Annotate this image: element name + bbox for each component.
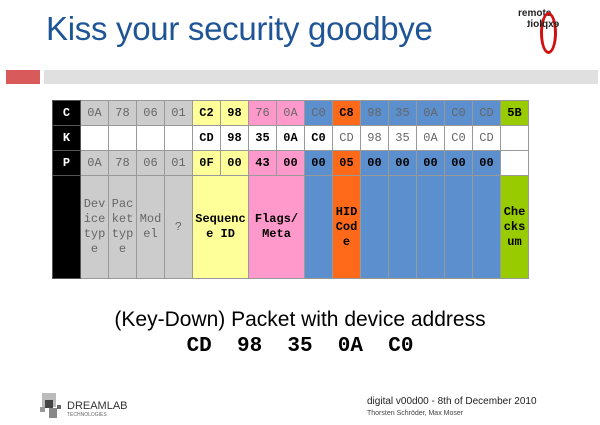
byte-cell: 98 <box>220 100 249 126</box>
byte-cell <box>80 125 109 151</box>
byte-cell <box>108 125 137 151</box>
byte-cell: 35 <box>248 125 277 151</box>
byte-cell: 0F <box>192 150 221 176</box>
byte-cell: C0 <box>444 125 473 151</box>
byte-cell: CD <box>332 125 361 151</box>
field-label <box>304 175 333 279</box>
packet-row-p: P 0A 78 06 01 0F 00 43 00 00 05 00 00 00 00 00 <box>52 150 529 176</box>
byte-cell: 05 <box>332 150 361 176</box>
byte-cell: C0 <box>304 125 333 151</box>
byte-cell: 00 <box>444 150 473 176</box>
byte-cell: 0A <box>80 150 109 176</box>
byte-cell: 0A <box>276 125 305 151</box>
byte-cell: 01 <box>164 150 193 176</box>
byte-cell: 0A <box>416 100 445 126</box>
byte-cell: 00 <box>304 150 333 176</box>
byte-cell: 98 <box>360 125 389 151</box>
company-name: DREAMLAB <box>67 400 128 412</box>
byte-cell: 43 <box>248 150 277 176</box>
byte-cell: 78 <box>108 150 137 176</box>
byte-cell: 00 <box>220 150 249 176</box>
row-label: C <box>52 100 81 126</box>
byte-cell: 00 <box>360 150 389 176</box>
logo-text-bottom: exploit <box>527 19 560 30</box>
dreamlab-logo-icon <box>40 393 61 418</box>
byte-cell <box>136 125 165 151</box>
logo-ring-icon <box>540 12 557 54</box>
byte-cell: C8 <box>332 100 361 126</box>
byte-cell <box>164 125 193 151</box>
authors: Thorsten Schröder, Max Moser <box>367 410 464 417</box>
byte-cell: 00 <box>388 150 417 176</box>
byte-cell: 00 <box>472 150 501 176</box>
field-label <box>472 175 501 279</box>
field-label <box>444 175 473 279</box>
byte-cell: 06 <box>136 150 165 176</box>
field-label: Checksum <box>500 175 529 279</box>
logo-text-top: remote <box>518 8 552 19</box>
header-divider-bar <box>44 70 598 84</box>
event-info: digital v00d00 - 8th of December 2010 <box>367 396 537 407</box>
byte-cell: 00 <box>276 150 305 176</box>
byte-cell: 76 <box>248 100 277 126</box>
byte-cell <box>500 150 529 176</box>
header-accent-bar <box>6 70 40 84</box>
row-label <box>52 175 81 279</box>
packet-row-c: C 0A 78 06 01 C2 98 76 0A C0 C8 98 35 0A C0 CD 5B <box>52 100 529 126</box>
byte-cell: C0 <box>304 100 333 126</box>
field-label <box>360 175 389 279</box>
field-label: Flags/ Meta <box>248 175 305 279</box>
remote-exploit-logo: remote exploit <box>513 6 583 58</box>
byte-cell: 98 <box>360 100 389 126</box>
byte-cell: C0 <box>444 100 473 126</box>
byte-cell: 00 <box>416 150 445 176</box>
field-label: Device type <box>80 175 109 279</box>
byte-cell: 5B <box>500 100 529 126</box>
byte-cell: 01 <box>164 100 193 126</box>
byte-cell: 35 <box>388 125 417 151</box>
packet-table: C 0A 78 06 01 C2 98 76 0A C0 C8 98 35 0A C0 CD 5B K CD 98 35… <box>52 100 529 279</box>
byte-cell: C2 <box>192 100 221 126</box>
field-description-row: Device type Packet type Model? Sequence ID F… <box>52 175 529 279</box>
byte-cell: CD <box>472 100 501 126</box>
field-label: Sequence ID <box>192 175 249 279</box>
slide-title: Kiss your security goodbye <box>46 10 433 47</box>
slide-subtitle: (Key-Down) Packet with device address <box>114 308 486 331</box>
row-label: K <box>52 125 81 151</box>
company-subtitle: TECHNOLOGIES <box>67 412 107 418</box>
field-label: Model <box>136 175 165 279</box>
byte-cell: 06 <box>136 100 165 126</box>
byte-cell: CD <box>472 125 501 151</box>
byte-cell: 98 <box>220 125 249 151</box>
packet-row-k: K CD 98 35 0A C0 CD 98 35 0A C0 CD <box>52 125 529 151</box>
field-label: Packet type <box>108 175 137 279</box>
byte-cell: 35 <box>388 100 417 126</box>
byte-cell: 0A <box>276 100 305 126</box>
byte-cell <box>500 125 529 151</box>
byte-cell: 78 <box>108 100 137 126</box>
field-label: ? <box>164 175 193 279</box>
field-label: HID Code <box>332 175 361 279</box>
row-label: P <box>52 150 81 176</box>
byte-cell: 0A <box>416 125 445 151</box>
byte-cell: CD <box>192 125 221 151</box>
byte-cell: 0A <box>80 100 109 126</box>
field-label <box>388 175 417 279</box>
field-label <box>416 175 445 279</box>
device-address: CD 98 35 0A C0 <box>186 335 414 358</box>
